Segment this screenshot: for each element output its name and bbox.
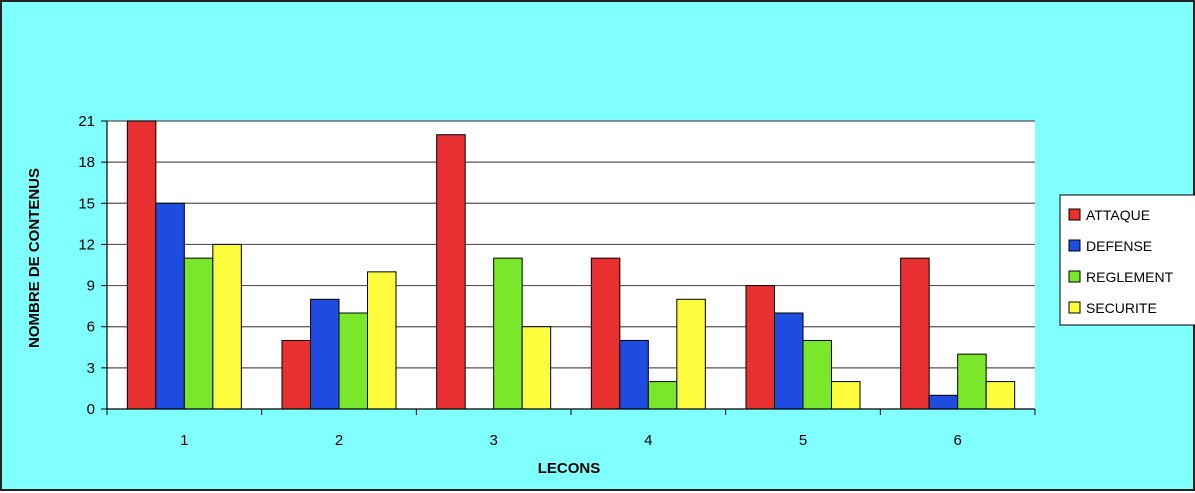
bar-attaque-lecon-1 bbox=[126, 120, 157, 410]
legend-swatch-defense bbox=[1068, 239, 1081, 252]
bar-defense-lecon-4 bbox=[619, 339, 649, 410]
y-tick-label: 0 bbox=[87, 401, 95, 418]
plot-area bbox=[107, 121, 1035, 409]
y-tick-label: 15 bbox=[78, 195, 95, 212]
bar-securite-lecon-3 bbox=[521, 326, 552, 410]
bar-attaque-lecon-5 bbox=[745, 285, 775, 410]
bar-reglement-lecon-4 bbox=[647, 381, 678, 410]
legend-box bbox=[1059, 194, 1195, 326]
bar-reglement-lecon-5 bbox=[802, 339, 832, 410]
x-tick-label-1: 1 bbox=[180, 432, 188, 449]
y-tick-label: 9 bbox=[87, 278, 95, 295]
bar-attaque-lecon-2 bbox=[281, 339, 311, 410]
y-tick-label: 18 bbox=[78, 154, 95, 171]
bar-defense-lecon-2 bbox=[310, 298, 340, 410]
legend-swatch-attaque bbox=[1068, 208, 1081, 221]
bar-securite-lecon-2 bbox=[367, 271, 397, 410]
bar-attaque-lecon-3 bbox=[436, 134, 466, 410]
y-tick-label: 6 bbox=[87, 319, 95, 336]
x-tick-label-5: 5 bbox=[799, 432, 807, 449]
bars bbox=[126, 120, 1016, 410]
legend-label-attaque: ATTAQUE bbox=[1086, 207, 1150, 223]
bar-reglement-lecon-1 bbox=[183, 257, 214, 410]
bar-securite-lecon-5 bbox=[831, 381, 861, 410]
bar-attaque-lecon-4 bbox=[590, 257, 621, 410]
y-tick-label: 21 bbox=[78, 113, 95, 130]
bar-defense-lecon-1 bbox=[155, 202, 185, 410]
x-tick-label-3: 3 bbox=[489, 432, 497, 449]
bar-reglement-lecon-2 bbox=[338, 312, 368, 410]
x-tick-label-4: 4 bbox=[644, 432, 652, 449]
y-tick-label: 3 bbox=[87, 360, 95, 377]
bar-defense-lecon-5 bbox=[774, 312, 804, 410]
legend-label-defense: DEFENSE bbox=[1086, 238, 1152, 254]
bar-securite-lecon-6 bbox=[985, 381, 1016, 410]
bar-securite-lecon-1 bbox=[212, 243, 242, 410]
legend-swatch-securite bbox=[1068, 301, 1081, 314]
gridlines bbox=[107, 120, 1035, 369]
legend-label-securite: SECURITE bbox=[1086, 300, 1157, 316]
x-tick-label-6: 6 bbox=[953, 432, 961, 449]
x-tick-label-2: 2 bbox=[335, 432, 343, 449]
legend: ATTAQUE DEFENSE REGLEMENT SECURITE bbox=[1059, 194, 1195, 326]
bar-securite-lecon-4 bbox=[676, 298, 706, 410]
plot-background bbox=[107, 121, 1035, 409]
y-axis-title: NOMBRE DE CONTENUS bbox=[26, 168, 43, 348]
bar-defense-lecon-6 bbox=[928, 394, 959, 410]
bar-reglement-lecon-3 bbox=[493, 257, 523, 410]
y-tick-label: 12 bbox=[78, 236, 95, 253]
x-axis-title: LECONS bbox=[538, 460, 601, 477]
legend-label-reglement: REGLEMENT bbox=[1086, 269, 1174, 285]
bar-reglement-lecon-6 bbox=[957, 353, 987, 410]
bar-attaque-lecon-6 bbox=[900, 257, 930, 410]
legend-swatch-reglement bbox=[1068, 270, 1081, 283]
